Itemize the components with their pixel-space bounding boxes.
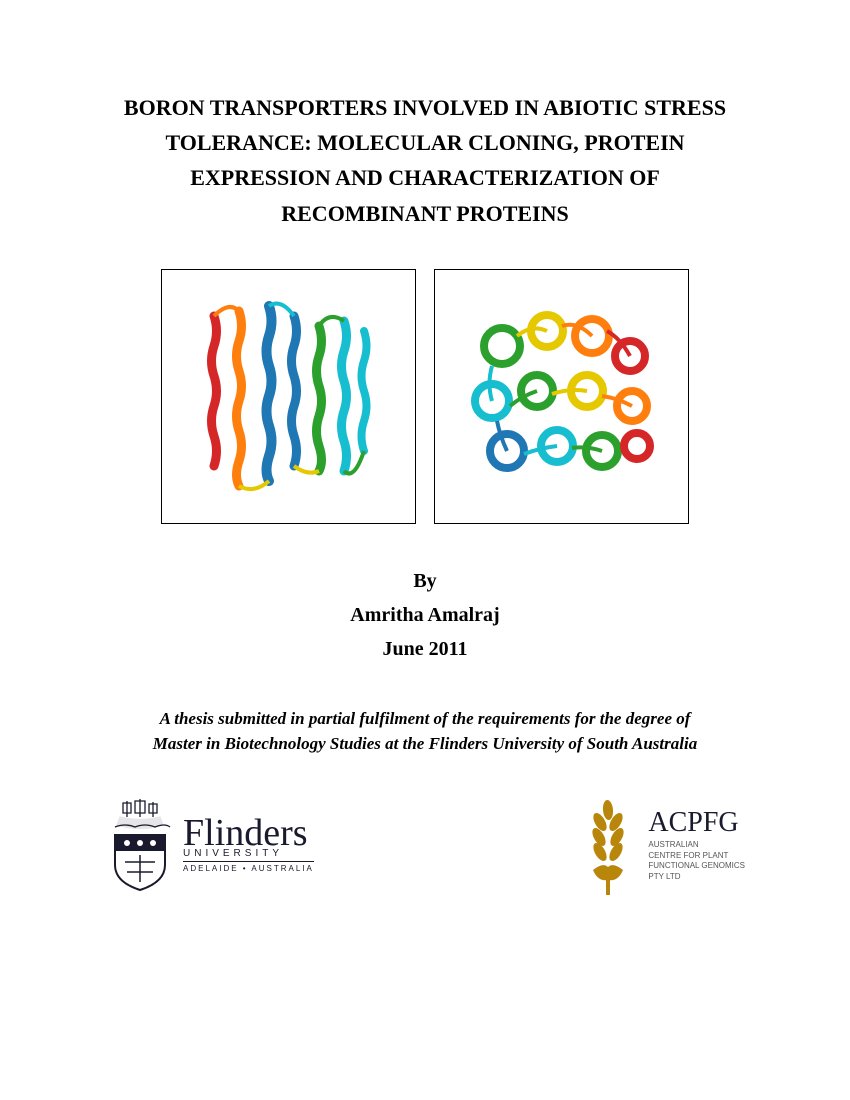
- institution-logos: Flinders UNIVERSITY ADELAIDE • AUSTRALIA…: [90, 792, 760, 897]
- acpfg-logo: ACPFG AUSTRALIAN CENTRE FOR PLANT FUNCTI…: [578, 792, 745, 897]
- protein-ribbon-1-icon: [169, 276, 409, 516]
- acpfg-text: ACPFG AUSTRALIAN CENTRE FOR PLANT FUNCTI…: [648, 807, 745, 881]
- author-date: June 2011: [90, 632, 760, 666]
- statement-line-2: Master in Biotechnology Studies at the F…: [90, 731, 760, 757]
- title-line-3: EXPRESSION AND CHARACTERIZATION OF: [90, 160, 760, 195]
- author-by: By: [90, 564, 760, 598]
- title-line-2: TOLERANCE: MOLECULAR CLONING, PROTEIN: [90, 125, 760, 160]
- author-block: By Amritha Amalraj June 2011: [90, 564, 760, 666]
- protein-figures: [90, 269, 760, 524]
- flinders-location: ADELAIDE • AUSTRALIA: [183, 864, 314, 873]
- title-line-1: BORON TRANSPORTERS INVOLVED IN ABIOTIC S…: [90, 90, 760, 125]
- statement-line-1: A thesis submitted in partial fulfilment…: [90, 706, 760, 732]
- protein-ribbon-2-icon: [442, 276, 682, 516]
- title-line-4: RECOMBINANT PROTEINS: [90, 196, 760, 231]
- flinders-logo: Flinders UNIVERSITY ADELAIDE • AUSTRALIA: [105, 797, 314, 892]
- acpfg-sub1: AUSTRALIAN: [648, 840, 745, 850]
- flinders-university: UNIVERSITY: [183, 848, 314, 862]
- thesis-statement: A thesis submitted in partial fulfilment…: [90, 706, 760, 757]
- author-name: Amritha Amalraj: [90, 598, 760, 632]
- acpfg-wheat-icon: [578, 792, 640, 897]
- thesis-title: BORON TRANSPORTERS INVOLVED IN ABIOTIC S…: [90, 90, 760, 231]
- flinders-name: Flinders: [183, 816, 314, 850]
- acpfg-sub4: PTY LTD: [648, 872, 745, 882]
- flinders-text: Flinders UNIVERSITY ADELAIDE • AUSTRALIA: [183, 816, 314, 873]
- protein-structure-left: [161, 269, 416, 524]
- acpfg-sub3: FUNCTIONAL GENOMICS: [648, 861, 745, 871]
- acpfg-name: ACPFG: [648, 807, 745, 839]
- acpfg-sub2: CENTRE FOR PLANT: [648, 851, 745, 861]
- flinders-crest-icon: [105, 797, 175, 892]
- protein-structure-right: [434, 269, 689, 524]
